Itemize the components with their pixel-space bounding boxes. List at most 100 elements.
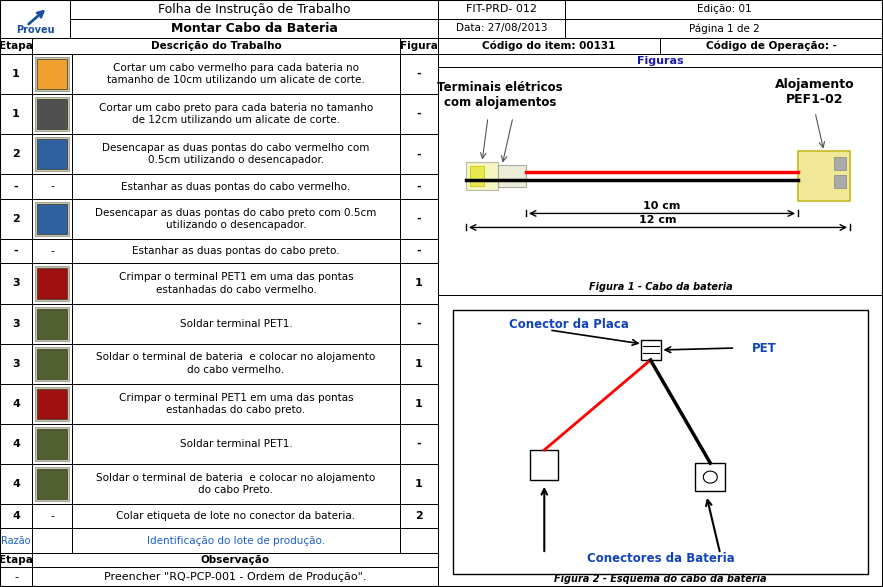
Bar: [72, 384, 400, 424]
Text: Terminais elétricos
com alojamentos: Terminais elétricos com alojamentos: [437, 81, 562, 109]
Bar: [35, 346, 69, 381]
Text: -: -: [417, 319, 421, 329]
Bar: [400, 134, 438, 174]
Bar: [400, 38, 438, 54]
Text: Código do item: 00131: Código do item: 00131: [482, 41, 615, 51]
Text: -: -: [417, 149, 421, 159]
Bar: [72, 174, 400, 199]
Bar: [0, 54, 32, 94]
Bar: [32, 384, 72, 424]
Text: Estanhar as duas pontas do cabo preto.: Estanhar as duas pontas do cabo preto.: [132, 246, 340, 256]
Bar: [37, 99, 67, 129]
Bar: [565, 0, 883, 19]
Bar: [37, 349, 67, 379]
Bar: [32, 134, 72, 174]
Ellipse shape: [703, 471, 717, 483]
Bar: [438, 0, 565, 19]
Text: 1: 1: [12, 69, 20, 79]
Bar: [695, 463, 725, 491]
Text: 4: 4: [12, 511, 20, 521]
Bar: [32, 54, 72, 94]
Bar: [0, 94, 32, 134]
Bar: [400, 464, 438, 504]
Text: Figura 1 - Cabo da bateria: Figura 1 - Cabo da bateria: [589, 282, 732, 292]
Bar: [400, 384, 438, 424]
Text: 3: 3: [12, 278, 19, 288]
Text: Figuras: Figuras: [638, 56, 683, 66]
Bar: [0, 239, 32, 264]
Bar: [0, 174, 32, 199]
Bar: [400, 303, 438, 343]
Text: PET: PET: [752, 342, 777, 355]
Text: Identificação do lote de produção.: Identificação do lote de produção.: [147, 536, 325, 546]
Bar: [35, 266, 69, 301]
Bar: [32, 239, 72, 264]
Bar: [0, 424, 32, 464]
Bar: [438, 19, 565, 38]
Text: Data: 27/08/2013: Data: 27/08/2013: [456, 23, 547, 33]
Bar: [565, 19, 883, 38]
Bar: [32, 174, 72, 199]
Text: 4: 4: [12, 399, 20, 409]
Text: 3: 3: [12, 319, 19, 329]
Bar: [72, 94, 400, 134]
Bar: [32, 424, 72, 464]
Text: Preencher "RQ-PCP-001 - Ordem de Produção".: Preencher "RQ-PCP-001 - Ordem de Produçã…: [103, 572, 366, 582]
Bar: [0, 343, 32, 384]
Bar: [0, 504, 32, 528]
Text: -: -: [417, 69, 421, 79]
Text: Conector da Placa: Conector da Placa: [509, 319, 630, 332]
Bar: [37, 429, 67, 459]
Text: -: -: [50, 511, 54, 521]
Bar: [72, 528, 400, 553]
Bar: [32, 528, 72, 553]
Bar: [438, 67, 883, 295]
Bar: [438, 295, 883, 587]
Text: Cortar um cabo vermelho para cada bateria no
tamanho de 10cm utilizando um alica: Cortar um cabo vermelho para cada bateri…: [107, 63, 365, 85]
Text: Soldar terminal PET1.: Soldar terminal PET1.: [179, 319, 292, 329]
Bar: [37, 268, 67, 299]
Bar: [660, 38, 883, 54]
Bar: [72, 264, 400, 303]
Bar: [32, 464, 72, 504]
Text: Etapa: Etapa: [0, 555, 33, 565]
Bar: [37, 389, 67, 419]
Bar: [400, 239, 438, 264]
Bar: [35, 137, 69, 171]
Text: Figura 2 - Esquema do cabo da bateria: Figura 2 - Esquema do cabo da bateria: [555, 574, 766, 584]
Bar: [32, 94, 72, 134]
Bar: [470, 167, 484, 187]
Text: Folha de Instrução de Trabalho: Folha de Instrução de Trabalho: [158, 3, 351, 16]
Text: 2: 2: [12, 214, 20, 224]
Text: Página 1 de 2: Página 1 de 2: [689, 23, 759, 33]
Text: Colar etiqueta de lote no conector da bateria.: Colar etiqueta de lote no conector da ba…: [117, 511, 356, 521]
Text: Desencapar as duas pontas do cabo preto com 0.5cm
utilizando o desencapador.: Desencapar as duas pontas do cabo preto …: [95, 208, 377, 230]
Text: 1: 1: [415, 359, 423, 369]
Text: -: -: [417, 246, 421, 256]
Bar: [400, 174, 438, 199]
Bar: [72, 199, 400, 239]
Text: -: -: [417, 181, 421, 191]
Bar: [400, 528, 438, 553]
Text: -: -: [417, 109, 421, 119]
Bar: [0, 264, 32, 303]
Text: Crimpar o terminal PET1 em uma das pontas
estanhadas do cabo vermelho.: Crimpar o terminal PET1 em uma das ponta…: [118, 272, 353, 295]
Bar: [531, 450, 558, 480]
Text: Código de Operação: -: Código de Operação: -: [706, 41, 837, 51]
Bar: [0, 567, 32, 587]
Bar: [72, 343, 400, 384]
Text: FIT-PRD- 012: FIT-PRD- 012: [466, 5, 537, 15]
Bar: [834, 157, 846, 170]
Text: Edição: 01: Edição: 01: [697, 5, 751, 15]
Text: -: -: [417, 439, 421, 449]
Bar: [72, 424, 400, 464]
Text: Observação: Observação: [200, 555, 269, 565]
Text: Proveu: Proveu: [16, 25, 55, 35]
Bar: [400, 504, 438, 528]
Bar: [32, 343, 72, 384]
Bar: [640, 340, 660, 360]
Text: 99Z: 99Z: [703, 473, 718, 481]
Bar: [466, 163, 498, 190]
Text: -: -: [14, 181, 19, 191]
Text: Soldar o terminal de bateria  e colocar no alojamento
do cabo vermelho.: Soldar o terminal de bateria e colocar n…: [96, 352, 375, 375]
